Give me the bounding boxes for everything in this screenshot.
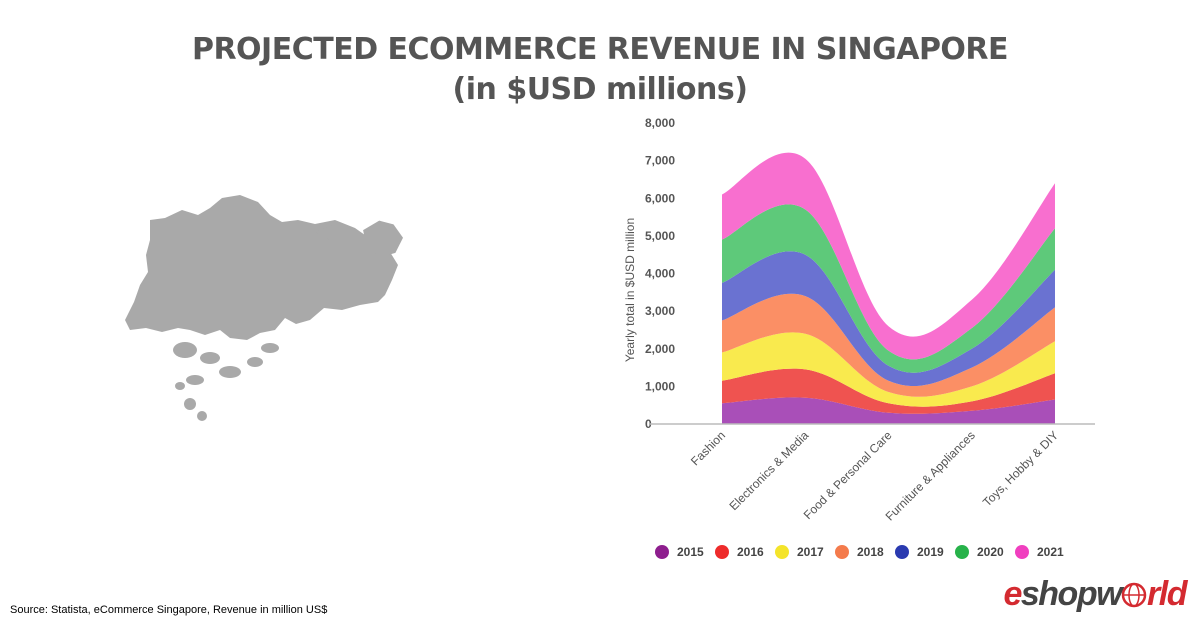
legend-swatch-2021: [1015, 545, 1029, 559]
legend-label-2015: 2015: [677, 545, 704, 559]
logo-part-3: rld: [1147, 575, 1187, 613]
map-shapes: [125, 195, 404, 421]
pulau-ubin: [315, 225, 362, 242]
eshopworld-logo: eshopw rld: [1003, 575, 1187, 614]
y-axis-label: Yearly total in $USD million: [623, 218, 637, 362]
islet-5: [247, 357, 263, 367]
y-tick-label: 3,000: [645, 304, 675, 318]
y-tick-label: 1,000: [645, 379, 675, 393]
islet-4: [219, 366, 241, 378]
legend-swatch-2019: [895, 545, 909, 559]
y-tick-label: 8,000: [645, 116, 675, 130]
legend-label-2018: 2018: [857, 545, 884, 559]
area-layer: [722, 152, 1055, 424]
legend-label-2021: 2021: [1037, 545, 1064, 559]
islet-9: [175, 382, 185, 390]
legend-label-2017: 2017: [797, 545, 824, 559]
legend-label-2019: 2019: [917, 545, 944, 559]
area-series-2021: [722, 152, 1055, 360]
y-tick-label: 5,000: [645, 229, 675, 243]
area-series-2017: [722, 332, 1055, 407]
title-line-1: PROJECTED ECOMMERCE REVENUE IN SINGAPORE: [191, 32, 1009, 67]
islet-7: [184, 398, 196, 410]
islet-1: [173, 342, 197, 358]
pulau-tekong: [363, 220, 404, 257]
area-series-2019: [722, 251, 1055, 387]
islet-2: [200, 352, 220, 364]
y-tick-label: 0: [645, 417, 652, 431]
legend-swatch-2015: [655, 545, 669, 559]
globe-icon: [1121, 582, 1147, 608]
legend: 2015 2016 2017 2018 2019 2020 2021: [655, 545, 1064, 559]
area-series-2020: [722, 204, 1055, 373]
stacked-area-chart: 0 1,000 2,000 3,000 4,000 5,000 6,000 7,000 8,00…: [623, 116, 1095, 559]
area-series-2016: [722, 368, 1055, 414]
x-tick-label: Fashion: [688, 428, 728, 468]
islet-3: [186, 375, 204, 385]
y-tick-label: 2,000: [645, 342, 675, 356]
legend-swatch-2017: [775, 545, 789, 559]
title-line-2: (in $USD millions): [452, 72, 748, 107]
area-series-2015: [722, 397, 1055, 424]
legend-swatch-2016: [715, 545, 729, 559]
logo-part-2: shopw: [1020, 575, 1123, 613]
y-tick-label: 4,000: [645, 267, 675, 281]
y-tick-label: 7,000: [645, 154, 675, 168]
legend-label-2016: 2016: [737, 545, 764, 559]
logo-part-1: e: [1003, 575, 1022, 613]
singapore-map: [125, 195, 404, 421]
main-island: [125, 195, 398, 340]
chart-title: PROJECTED ECOMMERCE REVENUE IN SINGAPORE…: [0, 30, 1200, 110]
y-tick-label: 6,000: [645, 191, 675, 205]
area-series-2018: [722, 293, 1055, 397]
source-note: Source: Statista, eCommerce Singapore, R…: [10, 604, 328, 616]
legend-swatch-2018: [835, 545, 849, 559]
legend-label-2020: 2020: [977, 545, 1004, 559]
x-tick-label: Food & Personal Care: [801, 428, 895, 522]
x-tick-label: Electronics & Media: [726, 428, 811, 513]
x-tick-label: Toys, Hobby & DIY: [980, 428, 1061, 509]
islet-6: [261, 343, 279, 353]
x-tick-label: Furniture & Appliances: [883, 428, 978, 523]
y-tick-layer: 0 1,000 2,000 3,000 4,000 5,000 6,000 7,000 8,00…: [645, 116, 675, 431]
islet-8: [197, 411, 207, 421]
legend-swatch-2020: [955, 545, 969, 559]
